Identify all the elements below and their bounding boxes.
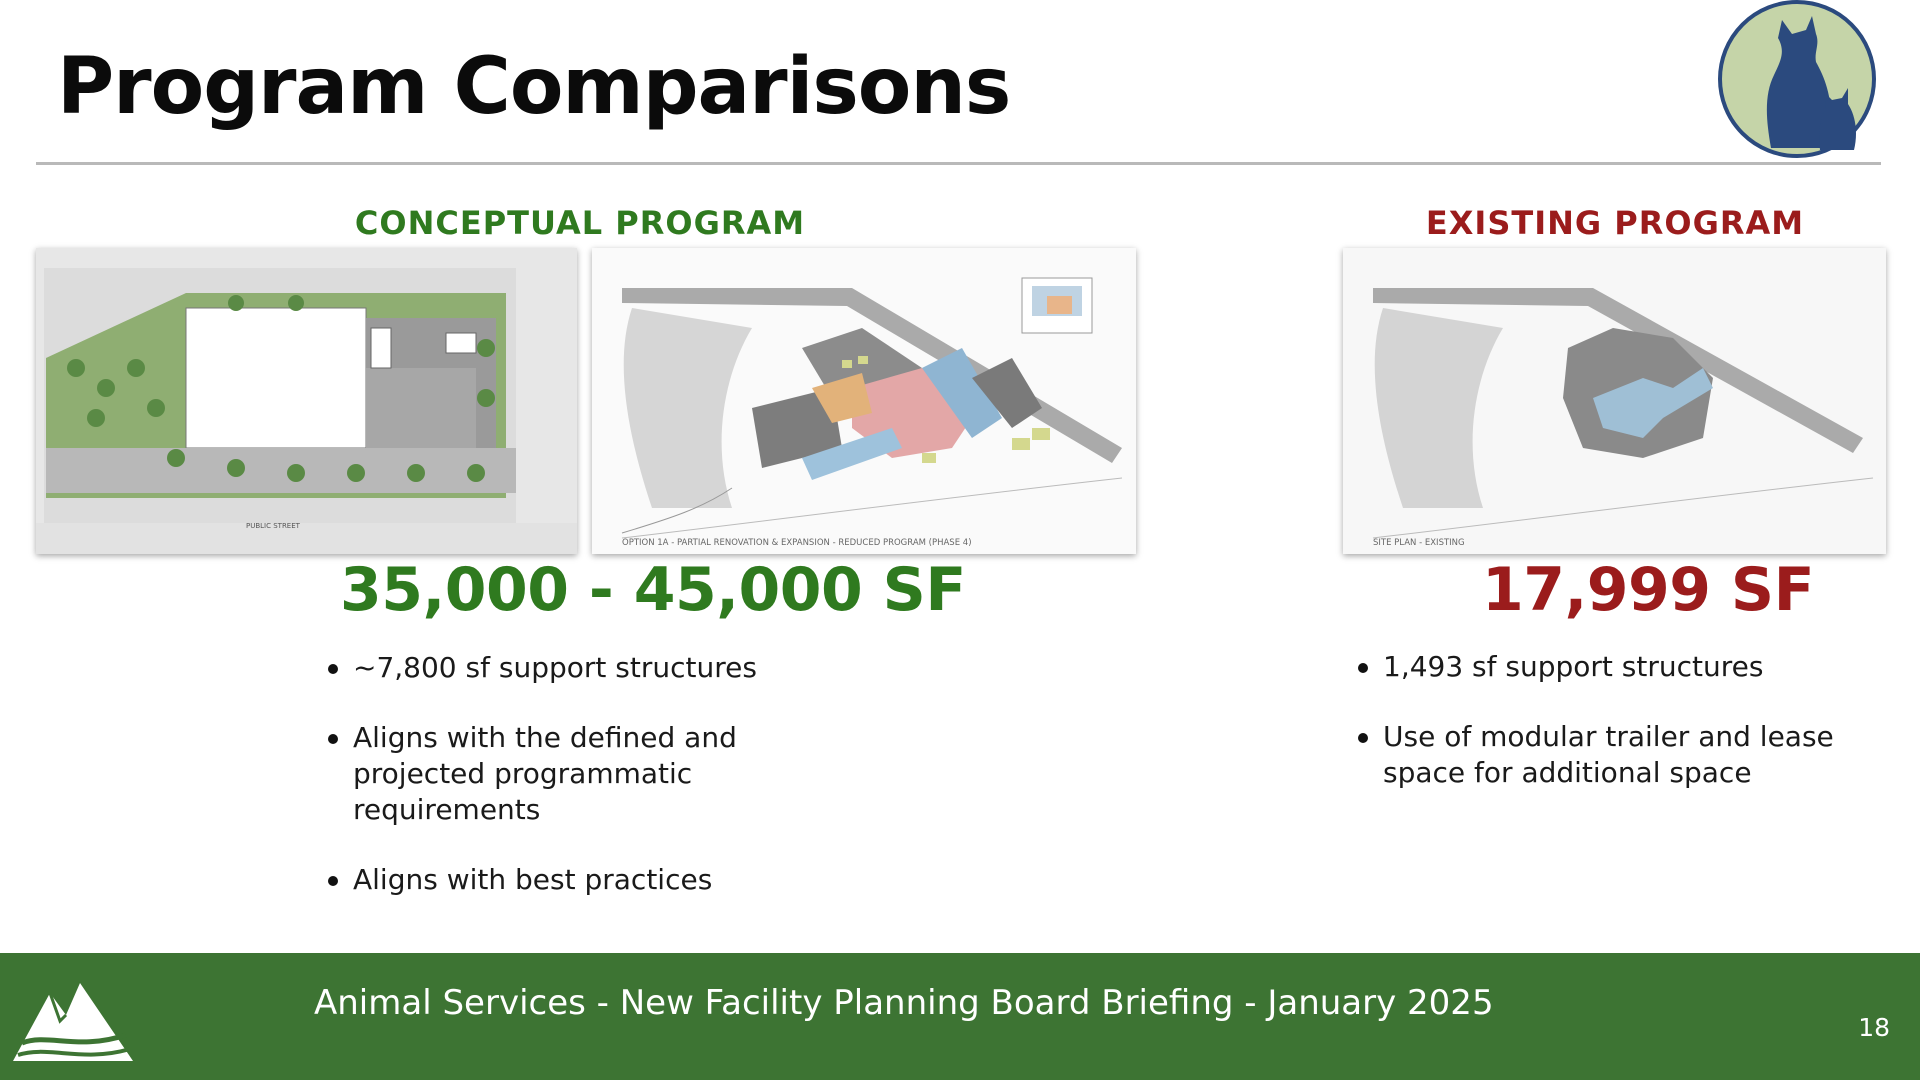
plan1-caption: PUBLIC STREET — [246, 522, 301, 530]
conceptual-program-heading: CONCEPTUAL PROGRAM — [354, 204, 806, 242]
footer-text: Animal Services - New Facility Planning … — [314, 983, 1494, 1023]
title-divider — [36, 162, 1881, 165]
existing-plan-caption: SITE PLAN - EXISTING — [1373, 538, 1465, 548]
existing-bullet-list: 1,493 sf support structures Use of modul… — [1357, 649, 1883, 825]
page-number: 18 — [1858, 1013, 1890, 1042]
conceptual-bullet-1: ~7,800 sf support structures — [328, 650, 823, 686]
existing-bullet-2: Use of modular trailer and lease space f… — [1358, 719, 1883, 791]
existing-site-plan-image: SITE PLAN - EXISTING — [1343, 248, 1886, 554]
footer-bar: Animal Services - New Facility Planning … — [0, 953, 1920, 1080]
mountain-logo-icon — [13, 983, 133, 1061]
page-title: Program Comparisons — [57, 42, 1011, 132]
conceptual-area-value: 35,000 - 45,000 SF — [340, 555, 966, 625]
dog-cat-logo-icon — [1718, 0, 1876, 158]
conceptual-bullet-3: Aligns with best practices — [328, 862, 823, 898]
existing-bullet-1: 1,493 sf support structures — [1358, 649, 1883, 685]
conceptual-site-plan-image: PUBLIC STREET — [36, 248, 577, 554]
existing-area-value: 17,999 SF — [1482, 555, 1815, 625]
plan2-caption: OPTION 1A - PARTIAL RENOVATION & EXPANSI… — [622, 538, 972, 548]
conceptual-bullet-2: Aligns with the defined and projected pr… — [328, 720, 823, 828]
conceptual-option-plan-image: OPTION 1A - PARTIAL RENOVATION & EXPANSI… — [592, 248, 1136, 554]
conceptual-bullet-list: ~7,800 sf support structures Aligns with… — [327, 650, 823, 932]
existing-program-heading: EXISTING PROGRAM — [1425, 204, 1805, 242]
